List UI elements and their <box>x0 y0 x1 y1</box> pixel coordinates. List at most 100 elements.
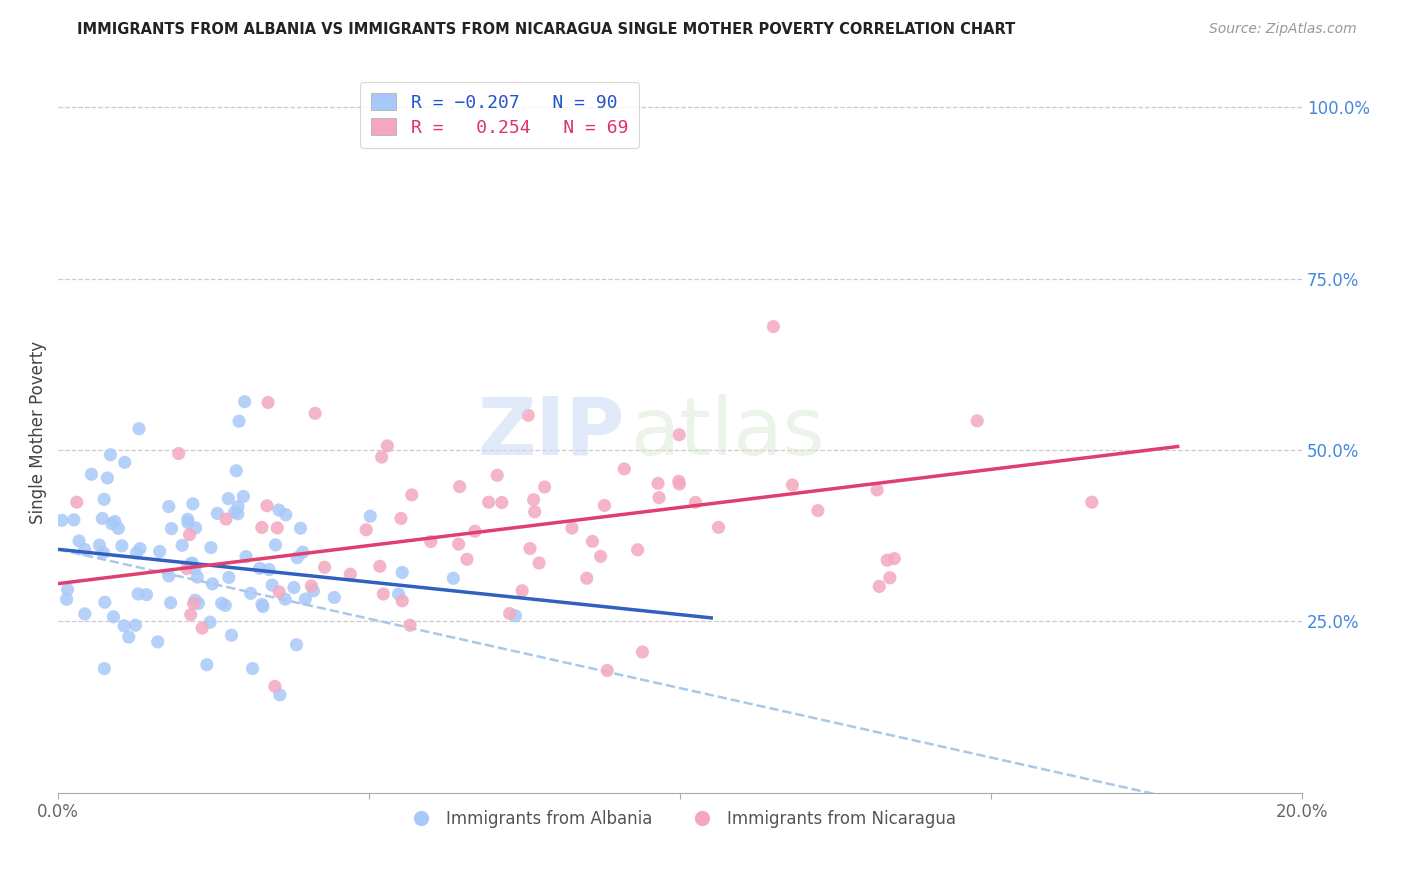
Point <box>221 628 243 642</box>
Text: ZIP: ZIP <box>477 393 624 472</box>
Point <box>290 521 312 535</box>
Point <box>66 495 89 509</box>
Point <box>368 559 391 574</box>
Point <box>252 599 274 614</box>
Point <box>67 533 90 548</box>
Point <box>304 406 326 420</box>
Point <box>80 467 103 482</box>
Point <box>55 592 77 607</box>
Point <box>180 557 202 571</box>
Point <box>782 478 804 492</box>
Point <box>176 512 198 526</box>
Point <box>581 534 603 549</box>
Point <box>354 523 377 537</box>
Point <box>491 495 513 509</box>
Point <box>224 505 246 519</box>
Point <box>389 511 412 525</box>
Point <box>181 497 204 511</box>
Point <box>177 516 200 530</box>
Point <box>1081 495 1104 509</box>
Point <box>157 500 180 514</box>
Point <box>226 507 249 521</box>
Point <box>441 571 464 585</box>
Point <box>149 544 172 558</box>
Point <box>157 569 180 583</box>
Point <box>217 491 239 506</box>
Point <box>707 520 730 534</box>
Point <box>93 546 115 560</box>
Point <box>257 563 280 577</box>
Point <box>200 541 222 555</box>
Point <box>876 553 898 567</box>
Point <box>63 513 86 527</box>
Point <box>388 587 411 601</box>
Point <box>627 542 650 557</box>
Point <box>359 509 381 524</box>
Point <box>510 583 533 598</box>
Point <box>505 608 527 623</box>
Point <box>201 577 224 591</box>
Point <box>167 446 190 460</box>
Point <box>89 538 111 552</box>
Point <box>198 615 221 630</box>
Point <box>228 414 250 428</box>
Point <box>589 549 612 564</box>
Point <box>184 593 207 607</box>
Point <box>883 551 905 566</box>
Point <box>613 462 636 476</box>
Point <box>187 596 209 610</box>
Point <box>264 538 287 552</box>
Point <box>103 609 125 624</box>
Point <box>215 512 238 526</box>
Point <box>447 537 470 551</box>
Point <box>159 596 181 610</box>
Point <box>391 594 413 608</box>
Point <box>596 664 619 678</box>
Point <box>464 524 486 539</box>
Point <box>249 561 271 575</box>
Point <box>112 619 135 633</box>
Point <box>285 638 308 652</box>
Point <box>668 475 690 489</box>
Point <box>339 567 361 582</box>
Point <box>250 598 273 612</box>
Point <box>294 592 316 607</box>
Point <box>218 570 240 584</box>
Point <box>647 476 669 491</box>
Point <box>269 688 291 702</box>
Point <box>561 521 583 535</box>
Point <box>274 592 297 607</box>
Point <box>283 581 305 595</box>
Point <box>274 508 297 522</box>
Point <box>486 468 509 483</box>
Point <box>179 527 201 541</box>
Point <box>373 587 395 601</box>
Point <box>631 645 654 659</box>
Point <box>267 503 290 517</box>
Point <box>56 582 79 597</box>
Point <box>235 549 257 564</box>
Point <box>685 495 707 509</box>
Point <box>419 534 441 549</box>
Point <box>207 507 229 521</box>
Point <box>225 464 247 478</box>
Point <box>668 427 690 442</box>
Point <box>478 495 501 509</box>
Point <box>499 607 522 621</box>
Point <box>51 513 73 527</box>
Point <box>135 588 157 602</box>
Point <box>94 595 117 609</box>
Point <box>269 585 291 599</box>
Point <box>648 491 671 505</box>
Point <box>866 483 889 497</box>
Point <box>111 539 134 553</box>
Point <box>233 394 256 409</box>
Point <box>323 591 346 605</box>
Point <box>180 607 202 622</box>
Point <box>807 503 830 517</box>
Point <box>314 560 336 574</box>
Point <box>401 488 423 502</box>
Legend: Immigrants from Albania, Immigrants from Nicaragua: Immigrants from Albania, Immigrants from… <box>398 804 963 835</box>
Point <box>183 562 205 576</box>
Point <box>250 520 273 534</box>
